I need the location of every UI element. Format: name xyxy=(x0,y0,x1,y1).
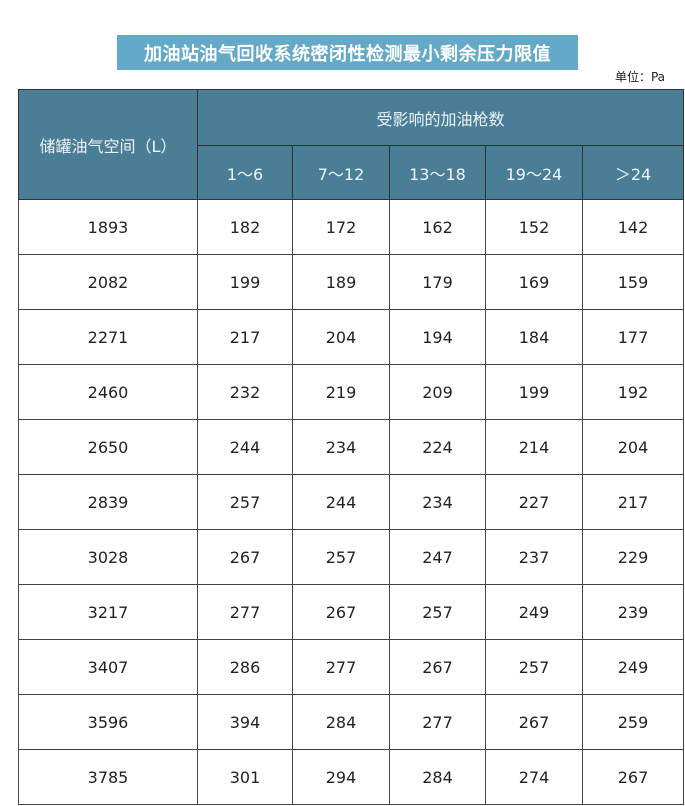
pressure-cell: 209 xyxy=(389,364,486,420)
pressure-cell: 219 xyxy=(292,364,390,420)
table-row: 3028 267 257 247 237 229 xyxy=(18,529,685,585)
pressure-cell: 301 xyxy=(197,749,293,805)
pressure-cell: 159 xyxy=(581,254,685,310)
pressure-cell: 249 xyxy=(581,639,685,695)
pressure-cell: 234 xyxy=(292,419,390,475)
pressure-cell: 284 xyxy=(292,694,390,750)
pressure-cell: 286 xyxy=(197,639,293,695)
pressure-cell: 257 xyxy=(485,639,583,695)
pressure-cell: 249 xyxy=(485,584,583,640)
pressure-cell: 237 xyxy=(485,529,583,585)
pressure-cell: 177 xyxy=(581,309,685,365)
pressure-cell: 267 xyxy=(581,749,685,805)
pressure-cell: 229 xyxy=(581,529,685,585)
pressure-cell: 199 xyxy=(485,364,583,420)
pressure-cell: 179 xyxy=(389,254,486,310)
table-row: 2271 217 204 194 184 177 xyxy=(18,309,685,365)
table-row: 2082 199 189 179 169 159 xyxy=(18,254,685,310)
column-header: 13～18 xyxy=(389,145,486,200)
column-header: ＞24 xyxy=(581,145,685,200)
table-row: 2460 232 219 209 199 192 xyxy=(18,364,685,420)
page-title: 加油站油气回收系统密闭性检测最小剩余压力限值 xyxy=(117,35,578,70)
pressure-cell: 239 xyxy=(581,584,685,640)
pressure-cell: 244 xyxy=(197,419,293,475)
pressure-cell: 257 xyxy=(197,474,293,530)
table-row: 2839 257 244 234 227 217 xyxy=(18,474,685,530)
pressure-cell: 277 xyxy=(389,694,486,750)
pressure-cell: 274 xyxy=(485,749,583,805)
pressure-cell: 142 xyxy=(581,199,685,255)
column-header: 19～24 xyxy=(485,145,583,200)
pressure-cell: 394 xyxy=(197,694,293,750)
volume-cell: 2271 xyxy=(18,309,198,365)
pressure-cell: 217 xyxy=(197,309,293,365)
table-row: 3596 394 284 277 267 259 xyxy=(18,694,685,750)
row-header: 储罐油气空间（L） xyxy=(18,89,198,200)
volume-cell: 3785 xyxy=(18,749,198,805)
volume-cell: 2082 xyxy=(18,254,198,310)
pressure-cell: 217 xyxy=(581,474,685,530)
pressure-cell: 284 xyxy=(389,749,486,805)
group-header: 受影响的加油枪数 xyxy=(196,89,685,146)
pressure-cell: 267 xyxy=(292,584,390,640)
pressure-cell: 214 xyxy=(485,419,583,475)
volume-cell: 2650 xyxy=(18,419,198,475)
table-row: 1893 182 172 162 152 142 xyxy=(18,199,685,255)
pressure-cell: 259 xyxy=(581,694,685,750)
pressure-cell: 267 xyxy=(485,694,583,750)
table-row: 3785 301 294 284 274 267 xyxy=(18,749,685,805)
pressure-cell: 192 xyxy=(581,364,685,420)
pressure-cell: 257 xyxy=(292,529,390,585)
pressure-cell: 172 xyxy=(292,199,390,255)
pressure-cell: 182 xyxy=(197,199,293,255)
table-row: 3217 277 267 257 249 239 xyxy=(18,584,685,640)
pressure-cell: 224 xyxy=(389,419,486,475)
pressure-cell: 227 xyxy=(485,474,583,530)
pressure-cell: 294 xyxy=(292,749,390,805)
pressure-limit-table: 储罐油气空间（L） 受影响的加油枪数 1～6 7～12 13～18 19～24 ＞24 … xyxy=(18,89,685,805)
volume-cell: 3217 xyxy=(18,584,198,640)
pressure-cell: 267 xyxy=(389,639,486,695)
pressure-cell: 194 xyxy=(389,309,486,365)
pressure-cell: 244 xyxy=(292,474,390,530)
volume-cell: 3028 xyxy=(18,529,198,585)
pressure-cell: 247 xyxy=(389,529,486,585)
pressure-cell: 204 xyxy=(581,419,685,475)
volume-cell: 2839 xyxy=(18,474,198,530)
pressure-cell: 189 xyxy=(292,254,390,310)
pressure-cell: 204 xyxy=(292,309,390,365)
pressure-cell: 169 xyxy=(485,254,583,310)
column-header: 7～12 xyxy=(292,145,390,200)
pressure-cell: 267 xyxy=(197,529,293,585)
pressure-cell: 162 xyxy=(389,199,486,255)
pressure-cell: 184 xyxy=(485,309,583,365)
unit-label: 单位：Pa xyxy=(614,70,665,84)
pressure-cell: 277 xyxy=(197,584,293,640)
volume-cell: 1893 xyxy=(18,199,198,255)
volume-cell: 2460 xyxy=(18,364,198,420)
pressure-cell: 152 xyxy=(485,199,583,255)
pressure-cell: 199 xyxy=(197,254,293,310)
pressure-cell: 257 xyxy=(389,584,486,640)
column-header: 1～6 xyxy=(197,145,293,200)
volume-cell: 3596 xyxy=(18,694,198,750)
table-row: 3407 286 277 267 257 249 xyxy=(18,639,685,695)
table-row: 2650 244 234 224 214 204 xyxy=(18,419,685,475)
pressure-cell: 232 xyxy=(197,364,293,420)
pressure-cell: 234 xyxy=(389,474,486,530)
volume-cell: 3407 xyxy=(18,639,198,695)
pressure-cell: 277 xyxy=(292,639,390,695)
